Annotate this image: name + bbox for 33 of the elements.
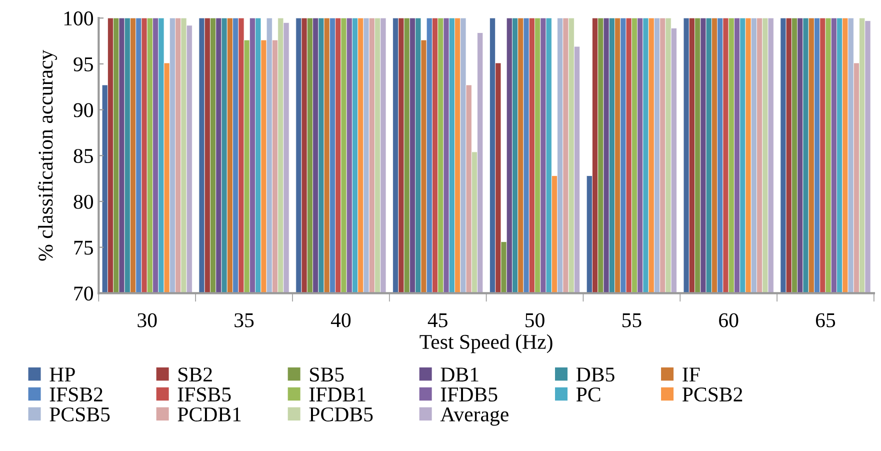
x-tick-label: 65	[816, 313, 836, 328]
legend-label: SB2	[178, 368, 212, 382]
legend-label: PCSB5	[50, 407, 110, 422]
x-tick-label: 45	[428, 313, 448, 328]
x-tick-label: 50	[526, 313, 544, 328]
x-axis-title: Test Speed (Hz)	[420, 334, 552, 354]
y-tick-label: 100	[64, 11, 94, 26]
legend-label: PC	[576, 388, 600, 402]
legend-label: DB1	[440, 368, 478, 382]
legend-label: PCDB5	[309, 407, 373, 422]
y-tick-label: 95	[74, 57, 93, 72]
y-tick-label: 85	[74, 148, 93, 164]
legend-label: Average	[440, 407, 508, 426]
x-tick-label: 30	[138, 313, 157, 328]
y-tick-label: 70	[74, 286, 94, 301]
x-tick-label: 35	[234, 313, 254, 328]
legend-label: IFDB5	[440, 388, 498, 402]
legend-label: IFDB1	[309, 388, 366, 402]
y-axis-title: % classification accuracy	[38, 50, 58, 261]
legend-label: HP	[50, 368, 75, 382]
y-tick-label: 75	[74, 240, 93, 255]
legend-label: IFSB5	[178, 388, 231, 402]
y-tick-label: 80	[74, 194, 94, 209]
y-tick-label: 90	[74, 103, 94, 118]
x-tick-label: 40	[330, 313, 351, 328]
legend-label: DB5	[576, 368, 614, 382]
legend-label: SB5	[310, 368, 344, 382]
x-tick-label: 60	[719, 313, 738, 328]
legend-label: IF	[682, 368, 700, 382]
legend-label: PCDB1	[178, 407, 241, 422]
x-tick-label: 55	[622, 313, 642, 328]
legend-label: PCSB2	[682, 388, 742, 402]
legend-label: IFSB2	[50, 388, 102, 402]
